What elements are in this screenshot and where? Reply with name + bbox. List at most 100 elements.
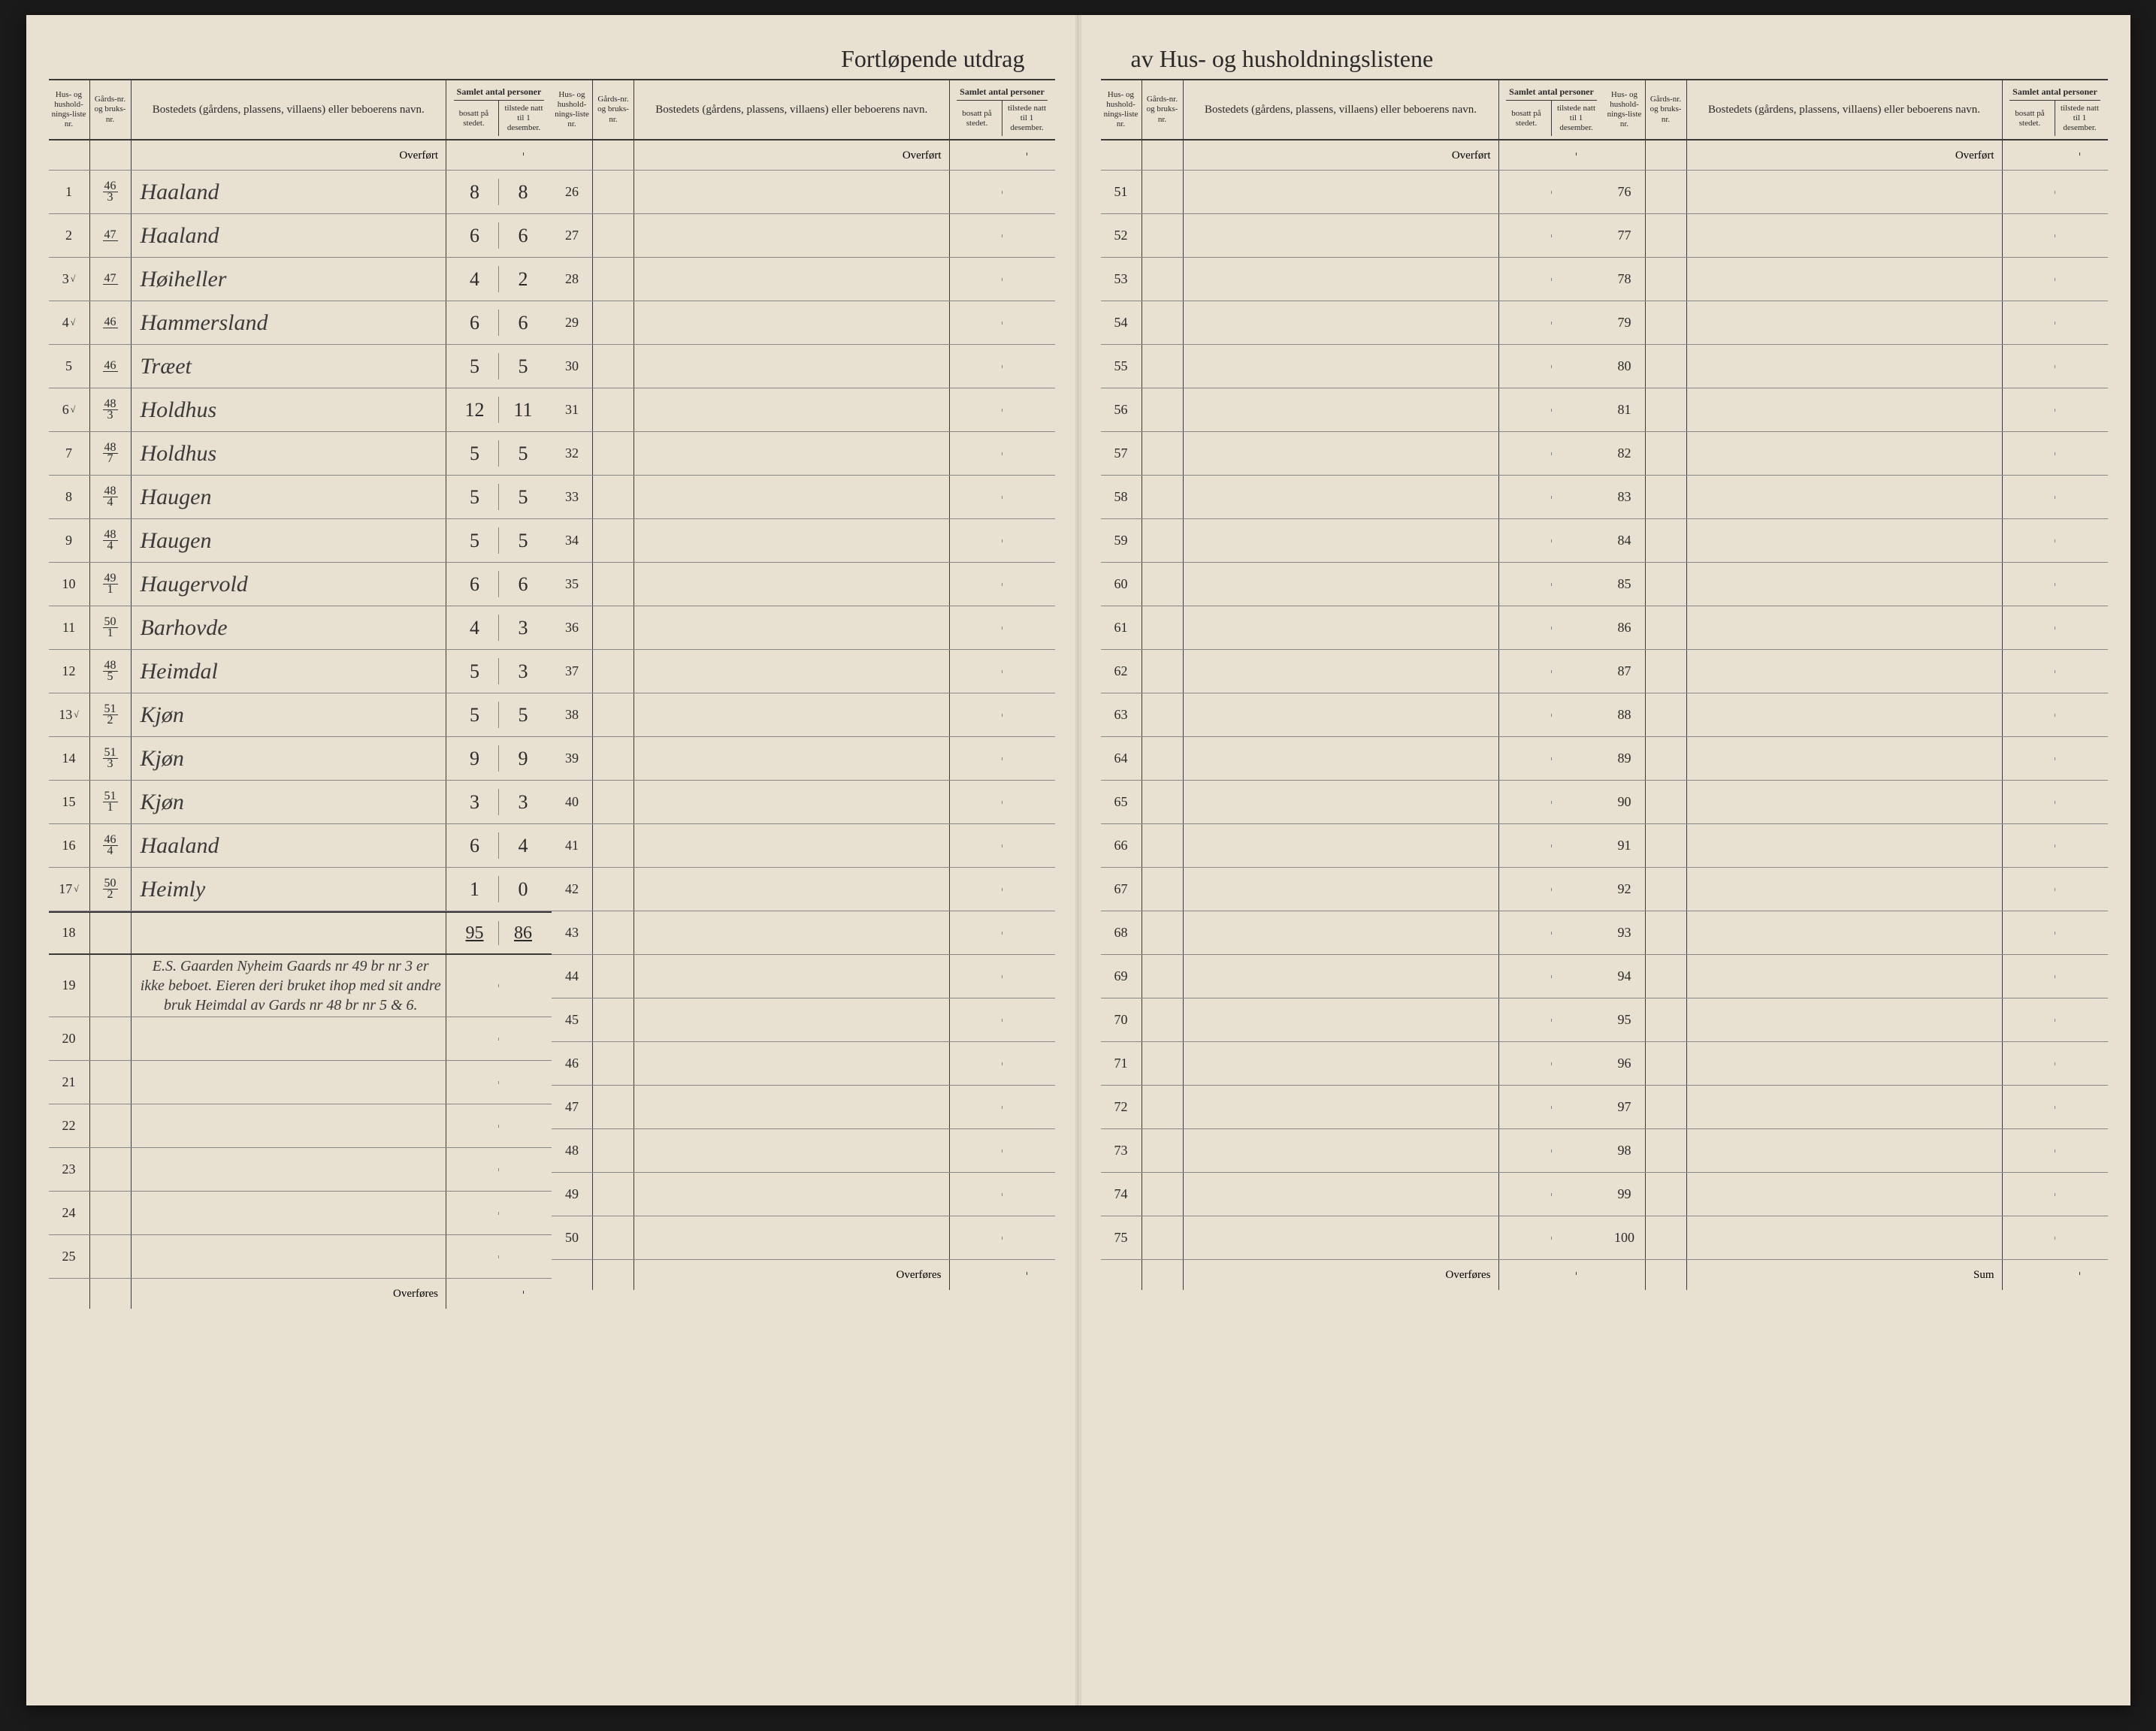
table-row: 4√ 46 Hammersland 6 6 — [49, 301, 552, 345]
gard-nr — [1646, 519, 1687, 562]
table-row: 45 — [552, 998, 1055, 1042]
table-row: 6√ 483 Holdhus 12 11 — [49, 388, 552, 432]
tilstede-count — [2055, 234, 2103, 237]
row-number: 99 — [1604, 1173, 1646, 1216]
gard-nr: 502 — [90, 868, 132, 911]
tilstede-count — [2055, 191, 2103, 194]
bosatt-count — [954, 1019, 1002, 1022]
gard-nr — [1646, 214, 1687, 257]
place-name — [132, 1104, 447, 1147]
row-number: 90 — [1604, 781, 1646, 823]
place-name — [1687, 519, 2003, 562]
bosatt-count: 5 — [451, 353, 499, 379]
row-number: 91 — [1604, 824, 1646, 867]
tilstede-count — [2055, 932, 2103, 935]
table-row: 80 — [1604, 345, 2108, 388]
table-row: 49 — [552, 1173, 1055, 1216]
hdr-name: Bostedets (gårdens, plassens, villaens) … — [634, 80, 950, 139]
table-row: 62 — [1101, 650, 1604, 693]
tilstede-count — [499, 1081, 547, 1084]
hdr-name: Bostedets (gårdens, plassens, villaens) … — [1184, 80, 1499, 139]
place-name — [1687, 693, 2003, 736]
row-number: 2 — [49, 214, 90, 257]
bosatt-count — [2007, 452, 2055, 455]
place-name — [634, 1042, 950, 1085]
bosatt-count — [451, 1125, 499, 1128]
bosatt-count — [1504, 670, 1552, 673]
tilstede-count — [1552, 278, 1600, 281]
tilstede-count — [1002, 1237, 1051, 1240]
gard-nr — [1646, 955, 1687, 998]
row-number: 81 — [1604, 388, 1646, 431]
place-name — [1184, 301, 1499, 344]
table-row: 3√ 47 Høiheller 4 2 — [49, 258, 552, 301]
gard-nr — [593, 606, 634, 649]
table-row: 47 — [552, 1086, 1055, 1129]
place-name — [132, 1148, 447, 1191]
gard-nr — [1142, 388, 1184, 431]
row-number: 97 — [1604, 1086, 1646, 1128]
tilstede-count — [1552, 496, 1600, 499]
tilstede-count — [1002, 1019, 1051, 1022]
bosatt-count — [1504, 1237, 1552, 1240]
row-number: 36 — [552, 606, 593, 649]
row-number: 5 — [49, 345, 90, 388]
table-row: 37 — [552, 650, 1055, 693]
tilstede-count: 3 — [499, 615, 547, 641]
gard-nr — [593, 563, 634, 606]
table-row: 67 — [1101, 868, 1604, 911]
bosatt-count — [954, 583, 1002, 586]
place-name — [1687, 868, 2003, 911]
table-row: 78 — [1604, 258, 2108, 301]
gard-nr — [1646, 1216, 1687, 1259]
table-row: 74 — [1101, 1173, 1604, 1216]
row-number: 46 — [552, 1042, 593, 1085]
gard-nr — [1142, 171, 1184, 213]
row-number: 6√ — [49, 388, 90, 431]
gard-nr — [593, 737, 634, 780]
row-number: 53 — [1101, 258, 1142, 301]
table-row: 58 — [1101, 476, 1604, 519]
table-row: 56 — [1101, 388, 1604, 432]
row-number: 31 — [552, 388, 593, 431]
row-number: 60 — [1101, 563, 1142, 606]
row-number: 58 — [1101, 476, 1142, 518]
tilstede-count — [1002, 583, 1051, 586]
gard-nr — [1646, 606, 1687, 649]
gard-nr — [593, 1216, 634, 1259]
hdr-persons: Samlet antal personer bosatt på stedet. … — [1499, 80, 1604, 139]
bosatt-count — [954, 975, 1002, 978]
tilstede-count: 11 — [499, 397, 547, 423]
table-row: 98 — [1604, 1129, 2108, 1173]
table-row: 61 — [1101, 606, 1604, 650]
gard-nr — [1142, 650, 1184, 693]
table-row: 44 — [552, 955, 1055, 998]
table-row: 22 — [49, 1104, 552, 1148]
row-number: 82 — [1604, 432, 1646, 475]
row-number: 80 — [1604, 345, 1646, 388]
row-number: 92 — [1604, 868, 1646, 911]
hdr-liste: Hus- og hushold-nings-liste nr. — [1101, 80, 1142, 139]
bosatt-count — [2007, 583, 2055, 586]
bosatt-count — [2007, 670, 2055, 673]
bosatt-count — [1504, 496, 1552, 499]
tilstede-count — [2055, 539, 2103, 542]
gard-nr — [1142, 824, 1184, 867]
gard-nr: 501 — [90, 606, 132, 649]
tilstede-count: 5 — [499, 440, 547, 467]
tilstede-count — [1002, 670, 1051, 673]
gard-nr — [1142, 737, 1184, 780]
table-row: 26 — [552, 171, 1055, 214]
tilstede-count — [2055, 975, 2103, 978]
table-row: 31 — [552, 388, 1055, 432]
place-name — [1184, 1042, 1499, 1085]
table-row: 21 — [49, 1061, 552, 1104]
table-row: 100 — [1604, 1216, 2108, 1260]
bosatt-count — [2007, 409, 2055, 412]
place-name: Heimly — [132, 868, 447, 911]
gard-nr — [593, 911, 634, 954]
overfort-label: Overført — [1687, 140, 2003, 170]
table-row: 17√ 502 Heimly 1 0 — [49, 868, 552, 911]
place-name: Haugen — [132, 519, 447, 562]
bosatt-count — [1504, 1193, 1552, 1196]
